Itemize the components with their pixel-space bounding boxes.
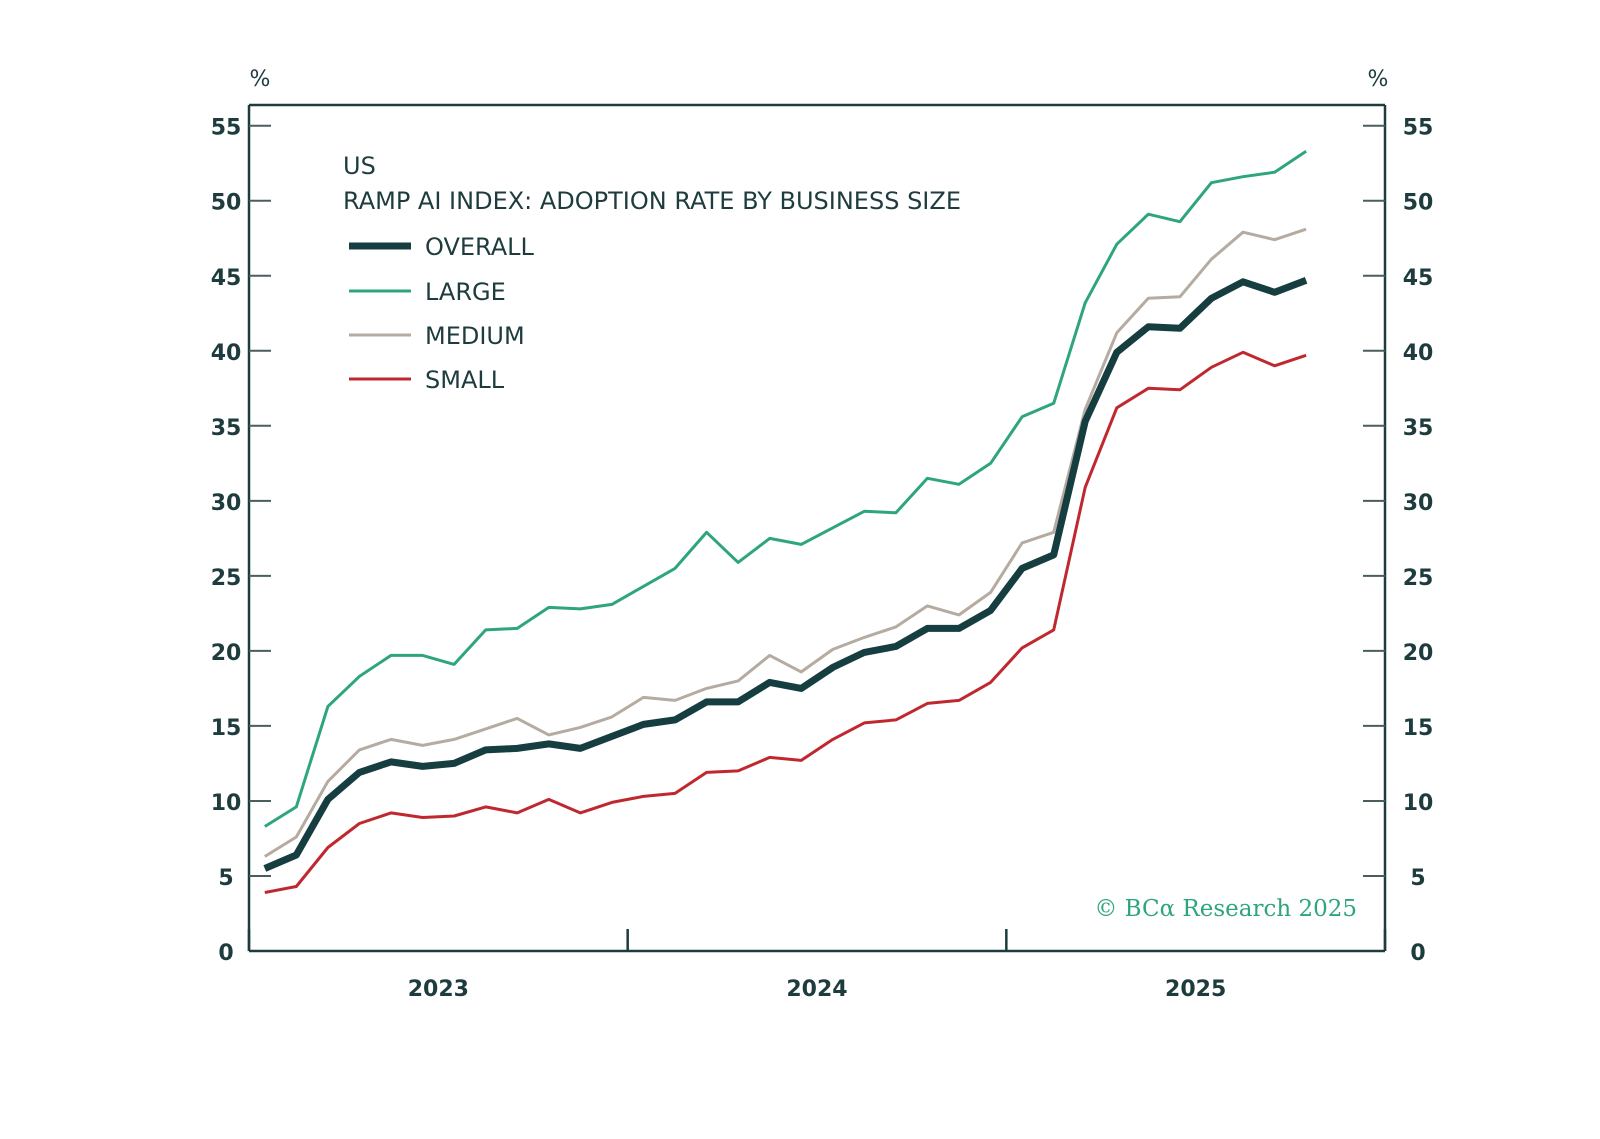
x-tick-label-year: 2023	[408, 977, 469, 1002]
y-tick-label-left: 45	[211, 266, 242, 291]
y-tick-label-left: 40	[211, 341, 242, 366]
series-lines	[263, 149, 1308, 894]
legend-label-small: SMALL	[425, 366, 505, 394]
y-tick-label-left: 5	[218, 866, 233, 891]
series-line-medium	[264, 227, 1307, 858]
y-tick-label-right: 25	[1403, 566, 1434, 591]
y-tick-label-left: 25	[211, 566, 242, 591]
legend-label-large: LARGE	[425, 278, 506, 306]
y-tick-label-left: 15	[211, 716, 242, 741]
y-tick-label-right: 15	[1403, 716, 1434, 741]
y-tick-label-left: 50	[211, 191, 242, 216]
y-tick-label-right: 45	[1403, 266, 1434, 291]
x-tick-label-year: 2024	[786, 977, 847, 1002]
legend: OVERALL LARGE MEDIUM SMALL	[349, 233, 535, 394]
legend-label-medium: MEDIUM	[425, 322, 525, 350]
series-line-overall	[263, 277, 1308, 872]
y-tick-label-left: 0	[218, 941, 233, 966]
y-tick-label-right: 10	[1403, 791, 1434, 816]
y-tick-label-right: 35	[1403, 416, 1434, 441]
right-unit-label: %	[1368, 67, 1389, 92]
y-tick-label-right: 0	[1410, 941, 1425, 966]
y-tick-label-left: 10	[211, 791, 242, 816]
left-unit-label: %	[250, 67, 271, 92]
y-tick-label-left: 35	[211, 416, 242, 441]
chart-subtitle: US	[343, 152, 376, 180]
y-tick-label-right: 55	[1403, 116, 1434, 141]
y-tick-label-right: 5	[1410, 866, 1425, 891]
chart-title: RAMP AI INDEX: ADOPTION RATE BY BUSINESS…	[343, 187, 961, 215]
y-tick-label-right: 40	[1403, 341, 1434, 366]
series-line-small	[264, 350, 1307, 894]
y-tick-label-right: 20	[1403, 641, 1434, 666]
legend-label-overall: OVERALL	[425, 233, 535, 261]
y-tick-label-right: 30	[1403, 491, 1434, 516]
y-tick-label-right: 50	[1403, 191, 1434, 216]
y-tick-label-left: 30	[211, 491, 242, 516]
series-line-large	[264, 149, 1307, 828]
credit-text: © BCα Research 2025	[1094, 896, 1357, 922]
y-tick-label-left: 20	[211, 641, 242, 666]
y-tick-label-left: 55	[211, 116, 242, 141]
x-tick-label-year: 2025	[1165, 977, 1226, 1002]
